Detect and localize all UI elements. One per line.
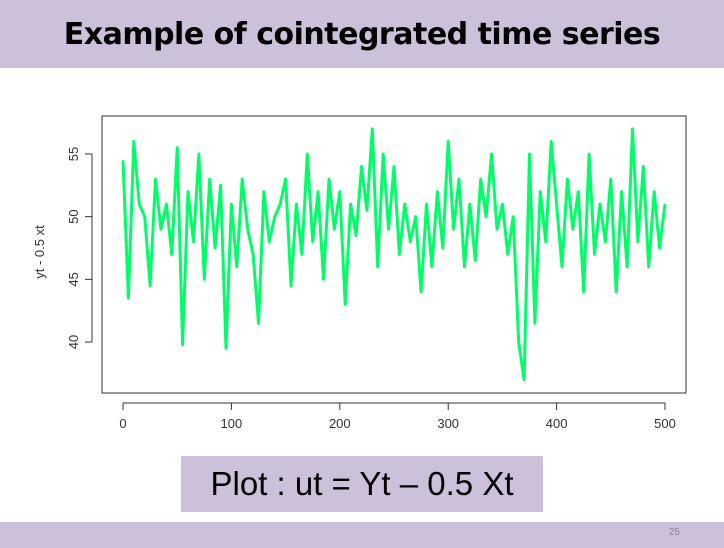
caption-box: Plot : ut = Yt – 0.5 Xt bbox=[181, 456, 543, 512]
x-tick-label: 200 bbox=[329, 416, 351, 431]
y-axis-ticks: 40 45 50 55 bbox=[66, 147, 92, 349]
page-number: 25 bbox=[668, 527, 680, 538]
y-tick-label: 55 bbox=[66, 147, 81, 161]
x-tick-label: 400 bbox=[546, 416, 568, 431]
y-tick-label: 40 bbox=[66, 335, 81, 349]
caption-text: Plot : ut = Yt – 0.5 Xt bbox=[210, 465, 514, 502]
y-axis-title: yt - 0.5 xt bbox=[32, 225, 47, 279]
x-tick-label: 100 bbox=[221, 416, 243, 431]
x-tick-label: 300 bbox=[437, 416, 459, 431]
plot-frame bbox=[101, 115, 687, 394]
time-series-chart: 0 100 200 300 400 500 40 45 50 55 yt - 0.5 xt bbox=[32, 115, 687, 431]
x-axis-ticks: 0 100 200 300 400 500 bbox=[119, 403, 676, 431]
series-line bbox=[121, 127, 667, 382]
title-band: Example of cointegrated time series bbox=[0, 0, 724, 68]
x-tick-label: 0 bbox=[119, 416, 126, 431]
x-tick-label: 500 bbox=[654, 416, 676, 431]
footer-band bbox=[0, 522, 724, 548]
y-tick-label: 45 bbox=[66, 272, 81, 286]
slide-title: Example of cointegrated time series bbox=[63, 16, 661, 52]
y-tick-label: 50 bbox=[66, 209, 81, 223]
